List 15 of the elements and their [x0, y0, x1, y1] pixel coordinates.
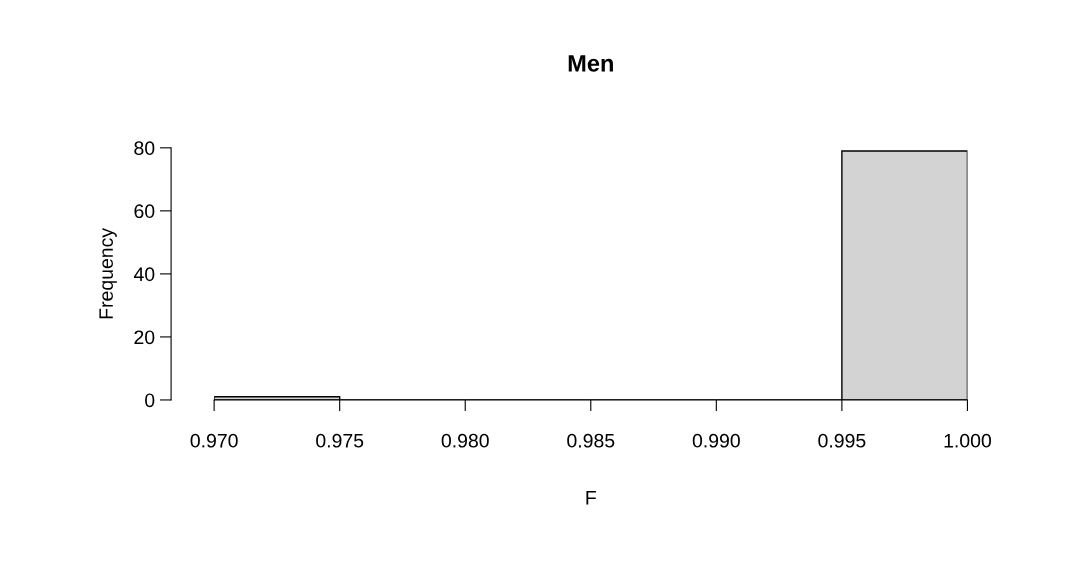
- x-tick-label: 0.975: [316, 433, 364, 448]
- y-tick-label: 40: [133, 267, 155, 282]
- x-tick-label: 0.985: [567, 433, 615, 448]
- y-tick-label: 80: [134, 141, 155, 156]
- x-tick-label: 0.970: [190, 433, 238, 448]
- x-tick-label: 0.995: [818, 433, 866, 448]
- x-tick-label: 0.980: [441, 433, 489, 448]
- y-tick-label: 0: [145, 393, 155, 408]
- y-tick-label: 60: [134, 204, 155, 219]
- x-tick-label: 0.990: [692, 433, 740, 448]
- x-axis-title: F: [586, 491, 596, 505]
- y-axis-title: Frequency: [99, 227, 117, 319]
- chart-title: Men: [568, 55, 613, 72]
- x-tick-label: 1.000: [944, 433, 991, 448]
- y-tick-label: 20: [134, 330, 155, 345]
